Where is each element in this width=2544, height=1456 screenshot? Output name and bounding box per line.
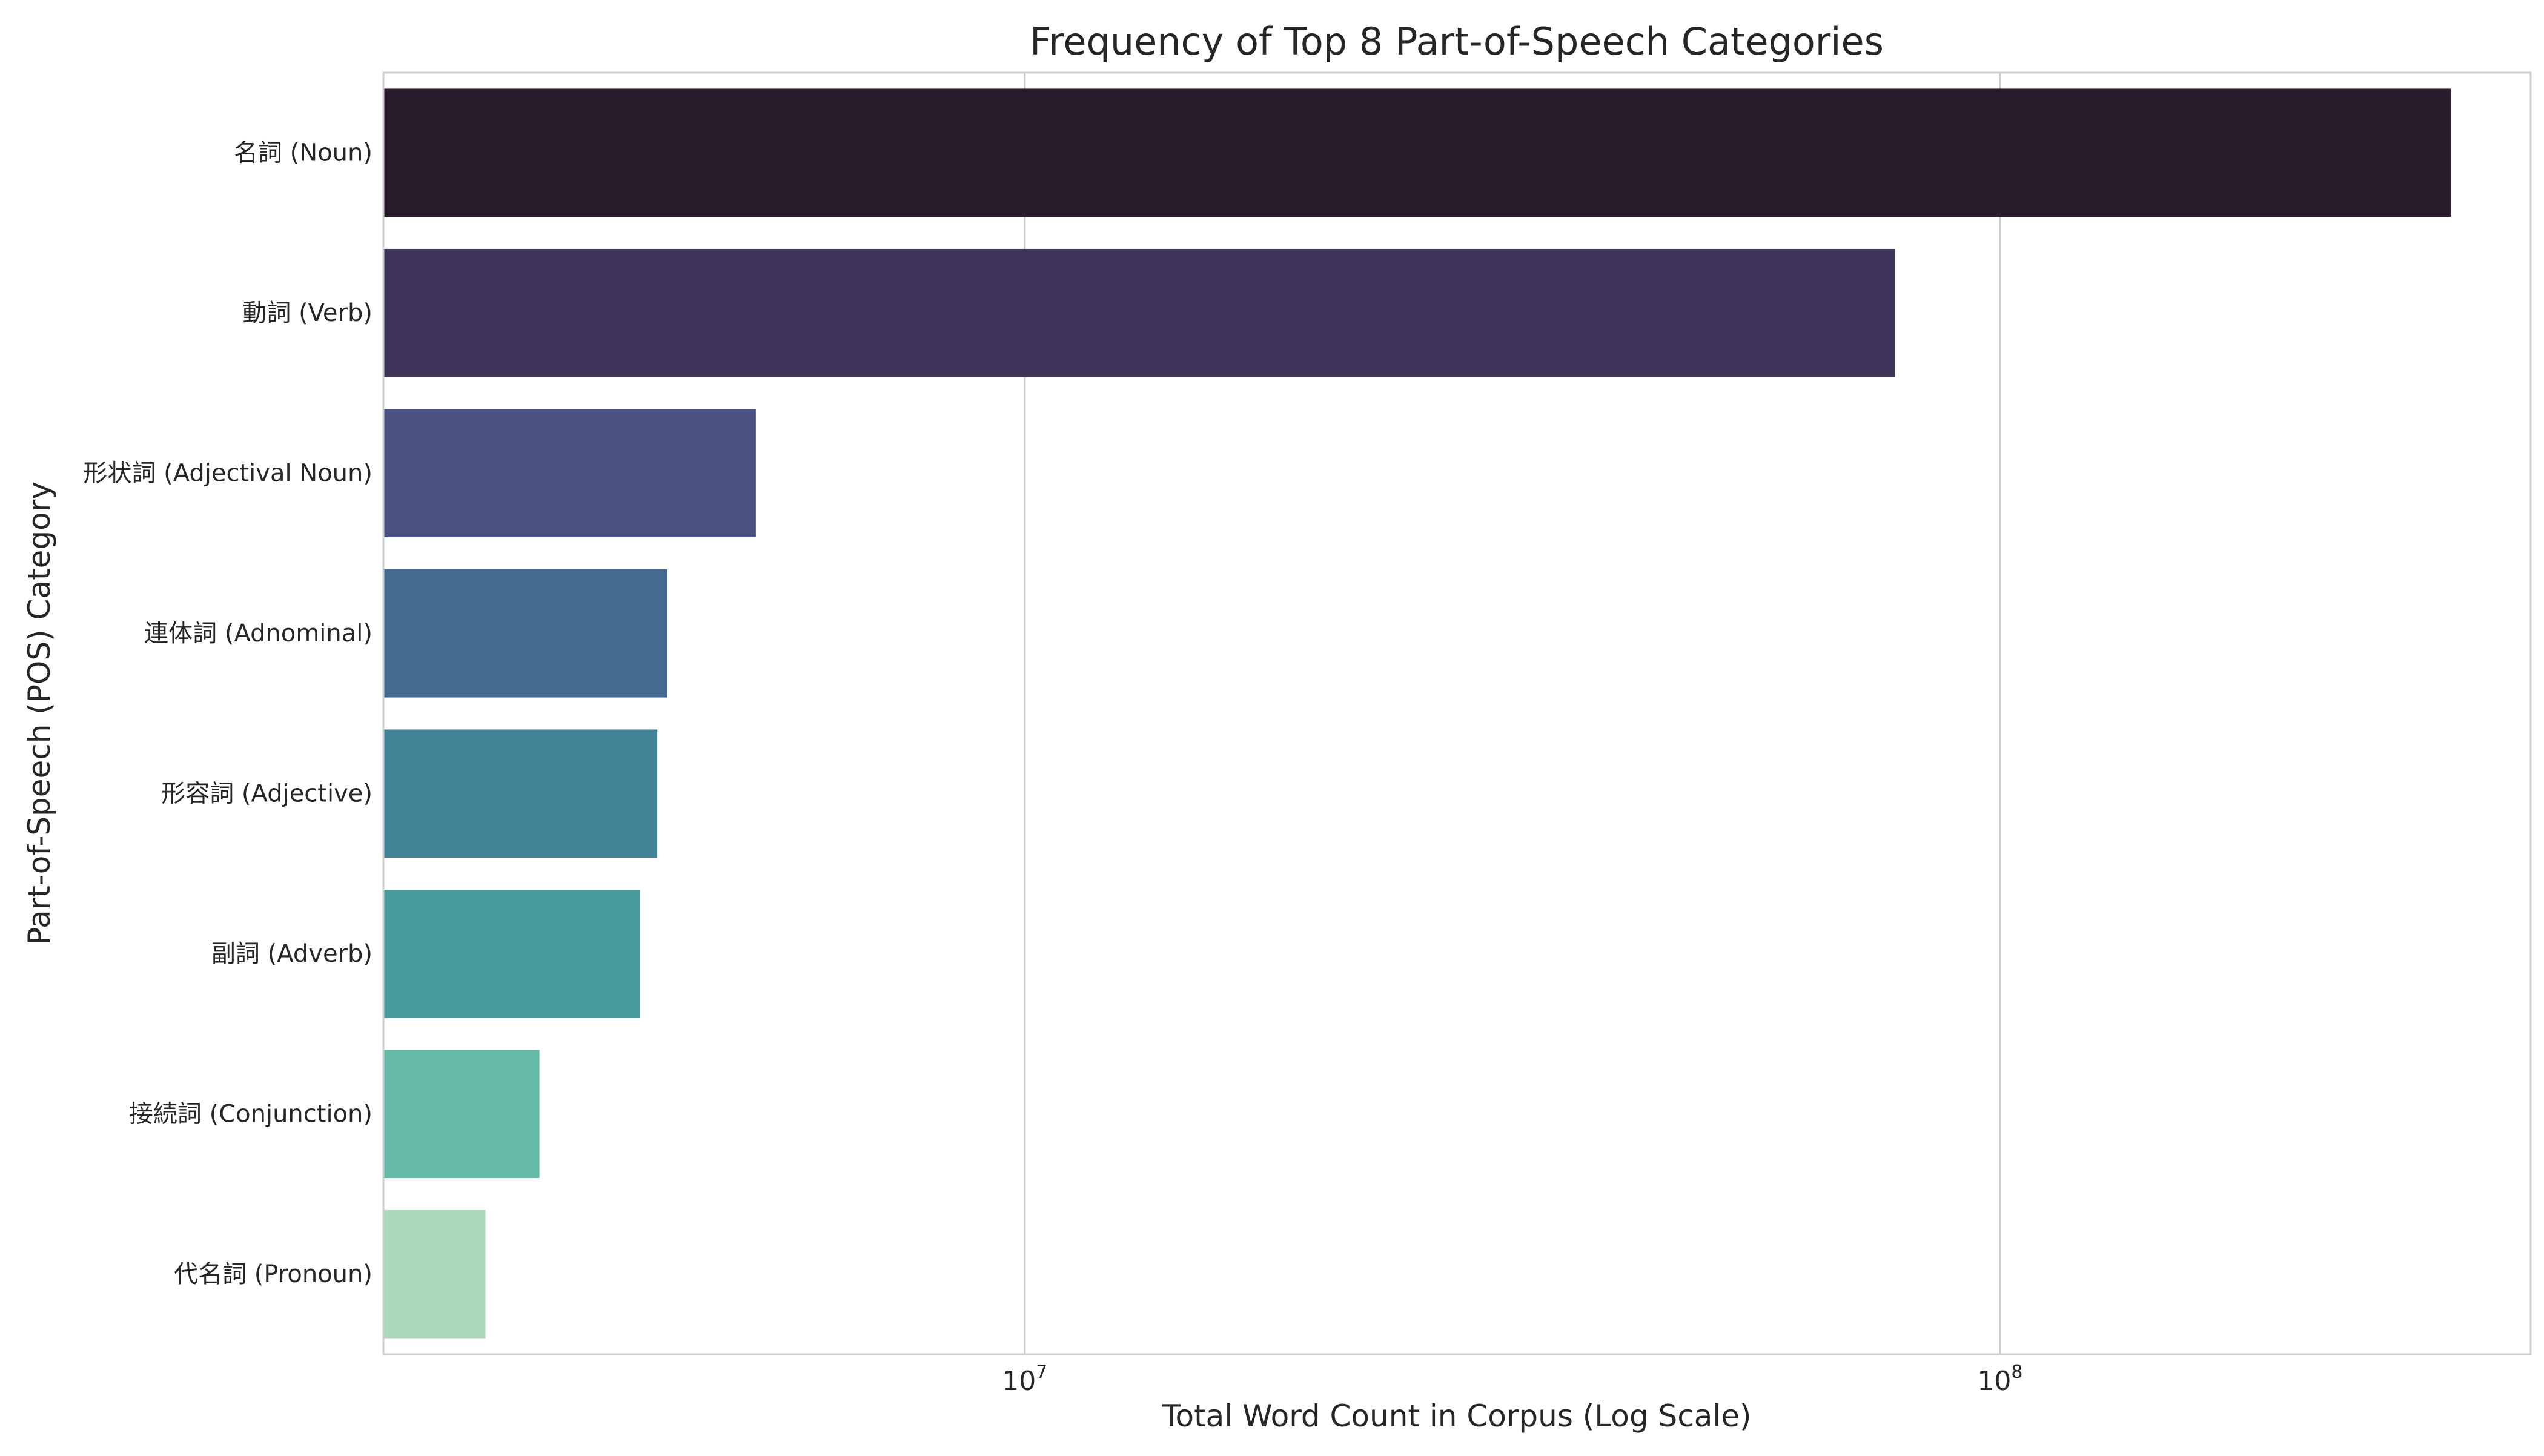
x-tick-base: 10 — [1977, 1366, 2011, 1397]
y-category-label: 連体詞 (Adnominal) — [144, 620, 373, 647]
x-axis-label: Total Word Count in Corpus (Log Scale) — [1161, 1398, 1751, 1434]
y-category-label: 名詞 (Noun) — [234, 139, 373, 167]
bar — [383, 889, 640, 1018]
y-category-label: 形状詞 (Adjectival Noun) — [83, 459, 373, 487]
y-category-label: 副詞 (Adverb) — [211, 940, 373, 968]
chart-title: Frequency of Top 8 Part-of-Speech Catego… — [1030, 19, 1884, 64]
x-tick-label: 107 — [1002, 1362, 1047, 1397]
y-axis-label: Part-of-Speech (POS) Category — [22, 481, 57, 945]
y-category-label: 接続詞 (Conjunction) — [129, 1100, 373, 1128]
x-tick-label: 108 — [1977, 1362, 2022, 1397]
bar — [383, 729, 658, 858]
bar — [383, 1050, 540, 1179]
bar — [383, 409, 756, 538]
y-category-label: 動詞 (Verb) — [242, 299, 373, 327]
bar — [383, 1209, 486, 1339]
category-label-layer: 名詞 (Noun) 動詞 (Verb) 形状詞 (Adjectival Noun) 連… — [83, 139, 373, 1288]
x-tick-base: 10 — [1002, 1366, 1036, 1397]
x-tick-exponent: 7 — [1036, 1362, 1047, 1383]
y-category-label: 形容詞 (Adjective) — [161, 779, 373, 807]
y-category-label: 代名詞 (Pronoun) — [174, 1260, 373, 1288]
x-tick-exponent: 8 — [2011, 1362, 2022, 1383]
tick-label-layer: 107 108 — [1002, 1362, 2022, 1397]
bar — [383, 569, 667, 698]
bar — [383, 248, 1895, 377]
plot-frame — [382, 71, 2532, 1355]
bar — [383, 88, 2451, 217]
bar-layer — [383, 88, 2451, 1339]
